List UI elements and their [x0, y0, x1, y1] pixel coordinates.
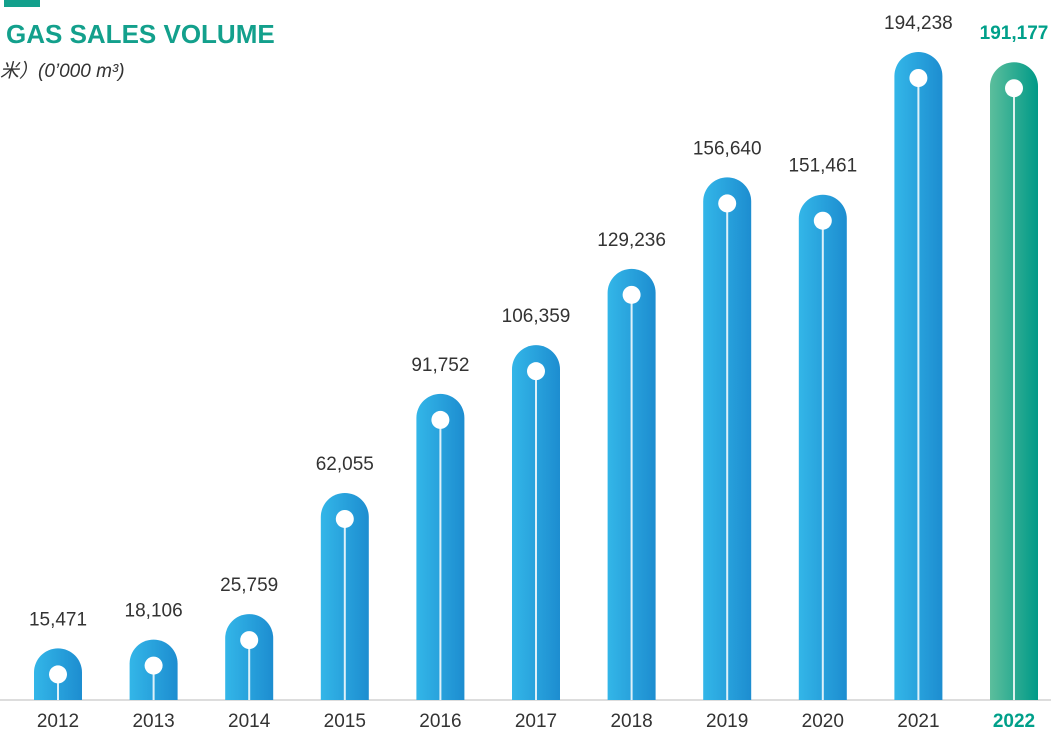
bar-dot [144, 656, 163, 675]
chart-subtitle: 米）(0’000 m³) [0, 60, 125, 82]
x-tick-label: 2013 [132, 711, 174, 732]
x-tick-label: 2015 [324, 711, 366, 732]
value-label: 156,640 [693, 138, 762, 159]
bar-dot [718, 194, 737, 213]
x-tick-label: 2022 [993, 711, 1035, 732]
value-label: 151,461 [788, 156, 857, 177]
value-label: 106,359 [502, 306, 571, 327]
bar-dot [527, 362, 545, 381]
bar-dot [909, 69, 928, 87]
x-tick-label: 2017 [515, 711, 557, 732]
decor-bar [4, 0, 40, 7]
bar-dot [335, 509, 354, 528]
x-tick-label: 2016 [419, 711, 461, 732]
x-tick-label: 2018 [610, 711, 652, 732]
x-tick-label: 2021 [897, 711, 939, 732]
bar-dot [1005, 79, 1023, 98]
bar-dot [431, 410, 450, 429]
bar-dot [240, 631, 259, 650]
value-label: 25,759 [220, 575, 278, 596]
value-label: 18,106 [125, 601, 183, 622]
value-label: 62,055 [316, 454, 374, 475]
x-tick-label: 2014 [228, 711, 271, 732]
value-label: 15,471 [29, 609, 87, 630]
value-label: 191,177 [980, 23, 1049, 44]
value-label: 129,236 [597, 230, 666, 251]
chart-title: GAS SALES VOLUME [6, 19, 275, 49]
bar-dot [813, 211, 832, 230]
value-label: 194,238 [884, 13, 953, 34]
bar-dot [622, 285, 641, 304]
value-label: 91,752 [411, 355, 469, 376]
x-tick-label: 2020 [802, 711, 844, 732]
x-tick-label: 2019 [706, 711, 748, 732]
x-tick-label: 2012 [37, 711, 79, 732]
bar-dot [49, 665, 67, 684]
